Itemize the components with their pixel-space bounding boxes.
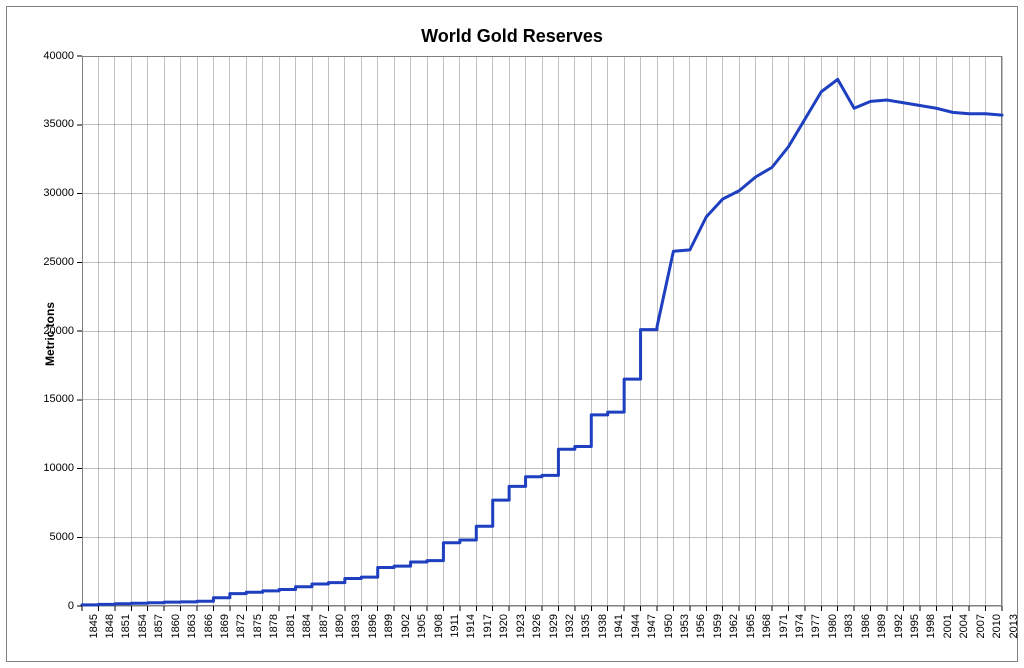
x-tick-label: 1872 (235, 614, 247, 644)
y-tick-label: 0 (68, 600, 74, 612)
x-tick-label: 1965 (745, 614, 757, 644)
y-tick-label: 15000 (43, 393, 74, 405)
x-tick-label: 1956 (695, 614, 707, 644)
plot-area (82, 56, 1002, 606)
x-tick-label: 1887 (318, 614, 330, 644)
x-tick-label: 1974 (794, 614, 806, 644)
x-tick-label: 1878 (268, 614, 280, 644)
x-tick-label: 1905 (416, 614, 428, 644)
x-tick-label: 1995 (909, 614, 921, 644)
x-tick-label: 1875 (252, 614, 264, 644)
x-tick-label: 1881 (285, 614, 297, 644)
x-tick-label: 1938 (597, 614, 609, 644)
x-tick-label: 1899 (383, 614, 395, 644)
x-tick-label: 1926 (531, 614, 543, 644)
x-tick-label: 1935 (580, 614, 592, 644)
x-tick-label: 1848 (104, 614, 116, 644)
x-tick-label: 1992 (893, 614, 905, 644)
x-tick-label: 1866 (203, 614, 215, 644)
x-tick-label: 2010 (991, 614, 1003, 644)
x-tick-label: 1884 (301, 614, 313, 644)
y-tick-label: 5000 (50, 531, 74, 543)
x-tick-label: 1998 (925, 614, 937, 644)
x-tick-label: 1845 (88, 614, 100, 644)
x-tick-label: 1908 (433, 614, 445, 644)
x-tick-label: 1944 (630, 614, 642, 644)
x-tick-label: 1902 (400, 614, 412, 644)
x-tick-label: 2013 (1008, 614, 1020, 644)
x-tick-label: 1869 (219, 614, 231, 644)
x-tick-label: 1854 (137, 614, 149, 644)
y-tick-label: 35000 (43, 118, 74, 130)
x-tick-label: 1911 (449, 614, 461, 644)
x-tick-label: 1941 (613, 614, 625, 644)
x-tick-label: 2007 (975, 614, 987, 644)
x-tick-label: 1863 (186, 614, 198, 644)
x-tick-label: 1971 (778, 614, 790, 644)
x-tick-label: 1959 (712, 614, 724, 644)
x-tick-label: 1893 (350, 614, 362, 644)
y-tick-label: 10000 (43, 462, 74, 474)
x-tick-label: 1920 (498, 614, 510, 644)
x-tick-label: 1929 (548, 614, 560, 644)
x-tick-label: 2001 (942, 614, 954, 644)
x-tick-label: 1989 (876, 614, 888, 644)
x-tick-label: 1932 (564, 614, 576, 644)
x-tick-label: 1914 (465, 614, 477, 644)
y-tick-label: 30000 (43, 187, 74, 199)
x-tick-label: 1947 (646, 614, 658, 644)
chart-title: World Gold Reserves (0, 26, 1024, 47)
x-tick-label: 1980 (827, 614, 839, 644)
x-tick-label: 1851 (120, 614, 132, 644)
y-tick-label: 20000 (43, 325, 74, 337)
x-tick-label: 1923 (515, 614, 527, 644)
x-tick-label: 1962 (728, 614, 740, 644)
x-tick-label: 1896 (367, 614, 379, 644)
y-tick-label: 25000 (43, 256, 74, 268)
x-tick-label: 1968 (761, 614, 773, 644)
x-tick-label: 1977 (810, 614, 822, 644)
y-tick-label: 40000 (43, 50, 74, 62)
x-tick-label: 2004 (958, 614, 970, 644)
x-tick-label: 1860 (170, 614, 182, 644)
x-tick-label: 1953 (679, 614, 691, 644)
x-tick-label: 1857 (153, 614, 165, 644)
x-tick-label: 1890 (334, 614, 346, 644)
x-tick-label: 1983 (843, 614, 855, 644)
x-tick-label: 1917 (482, 614, 494, 644)
x-tick-label: 1986 (860, 614, 872, 644)
chart-container: World Gold Reserves Metric tons 05000100… (0, 0, 1024, 668)
x-tick-label: 1950 (663, 614, 675, 644)
